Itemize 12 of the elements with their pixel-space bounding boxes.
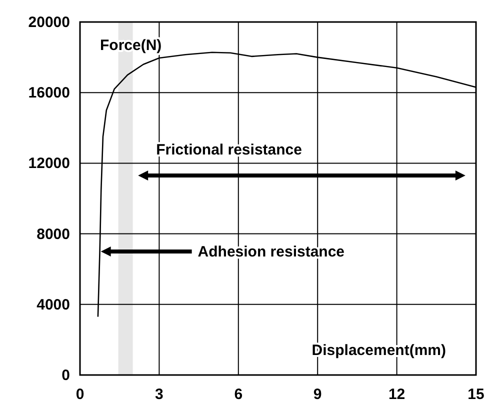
y-tick-label: 4000 [36,296,70,314]
x-tick-label: 9 [313,386,322,403]
x-tick-label: 15 [468,386,484,403]
x-tick-label: 12 [388,386,406,403]
x-tick-label: 3 [155,386,164,403]
x-tick-label: 0 [76,386,84,403]
y-tick-label: 0 [62,367,70,384]
y-tick-label: 8000 [36,226,70,243]
y-tick-label: 16000 [28,84,70,102]
x-tick-label: 6 [234,386,243,403]
y-tick-label: 20000 [28,14,70,31]
y-tick-label: 12000 [28,155,70,172]
